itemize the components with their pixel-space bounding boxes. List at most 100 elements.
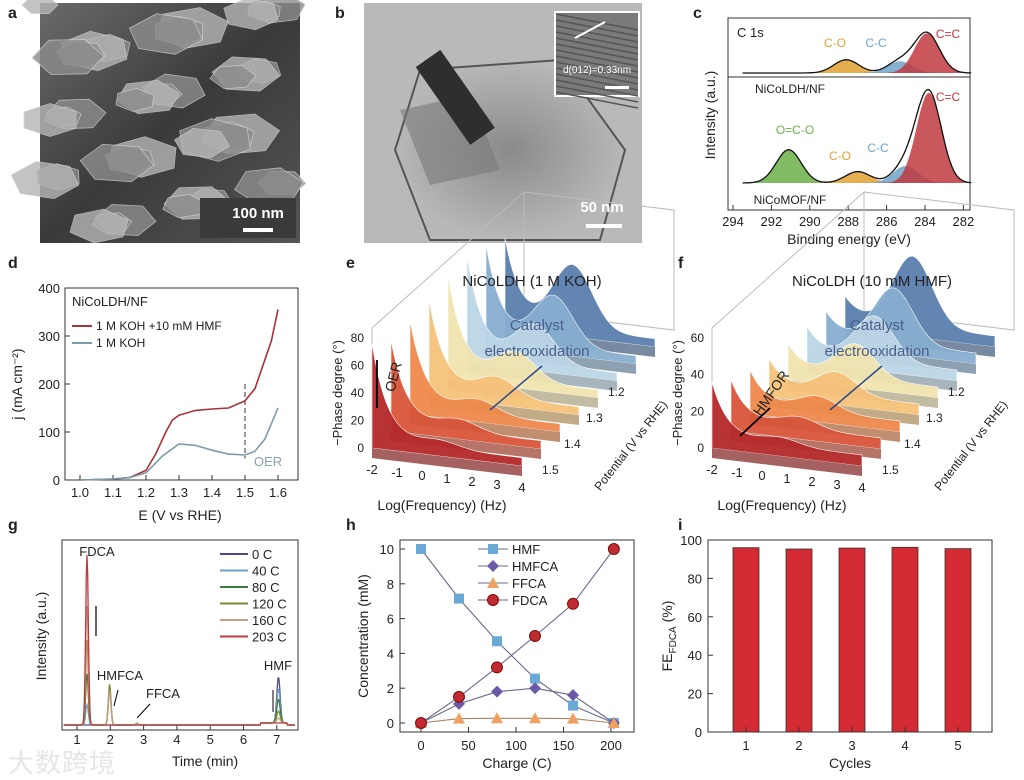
x-tick-label: 1.5 [236,485,254,500]
legend-label: 0 C [252,547,272,562]
x-tick-label: 6 [240,732,247,747]
y-tick-label: 60 [351,359,365,373]
legend-marker [487,594,499,606]
series-line-FDCA [420,548,615,724]
z-axis-label: Potential (V vs RHE) [591,398,670,493]
x-tick-label: 4 [518,480,525,495]
waterfall-plot-f: -2 -1 0 1 2 3 4 Log(Frequency) (Hz) 0 20 40 60 −Phas… [670,190,1015,513]
z-tick-label: 1.3 [926,411,943,425]
y-tick-label: 60 [691,331,705,345]
nanosheet [21,0,59,14]
y-tick-label: 4 [387,646,394,661]
y-tick-label: 40 [691,368,705,382]
panel-label-a: a [8,5,17,22]
chromatogram-5 [63,554,295,726]
legend-label: FFCA [512,576,546,591]
data-point-FFCA [529,712,541,724]
scale-bar-label: 50 nm [580,199,623,216]
scale-bar [243,228,273,232]
plot-frame [727,17,971,211]
legend-marker [487,560,499,572]
panel-label-d: d [8,255,18,272]
y-label-sub: FDCA [668,626,679,654]
sample-label: NiCoMOF/NF [754,193,827,207]
x-tick-label: 1 [742,738,749,753]
x-tick-label: 7 [273,732,280,747]
data-point-FDCA [607,543,620,555]
series-line-HMFCA [420,687,615,724]
x-tick-label: 4 [901,738,908,753]
y-tick-label: 40 [688,648,702,663]
x-tick-label: 200 [600,738,622,753]
component-peak-O=C-O [740,149,837,183]
y-tick-label: 20 [691,404,705,418]
oer-annotation: OER [254,454,282,469]
slice-base [712,448,862,476]
scale-bar [586,224,622,228]
x-tick-label: 2 [107,732,114,747]
hrtem-inset [554,11,640,97]
annotation-arrow [489,365,543,411]
y-axis-label: FEFDCA (%) [659,601,679,672]
x-axis-label: Cycles [829,755,871,771]
tem-image [364,3,642,243]
x-tick-label: 3 [140,732,147,747]
plot-frame [61,539,299,731]
lattice-fringe [555,19,639,37]
back-wall [523,191,675,331]
panel-label-b: b [335,5,345,22]
data-point-FDCA [529,630,541,642]
data-point-HMF [568,700,578,711]
component-peak-C=C [880,92,977,183]
z-tick-label: 1.4 [904,437,921,451]
x-tick-label: 0 [418,468,425,483]
component-label: C-O [829,149,851,163]
component-label: C-C [867,141,889,155]
potential-slice [730,379,882,450]
bar-cycle-3 [838,547,866,733]
legend-label: 160 C [252,613,287,628]
hmfor-arrow [739,407,771,437]
potential-slice [390,340,542,450]
nanosheet [209,64,257,90]
plot-frame [399,539,635,733]
y-tick-label: 80 [688,571,702,586]
component-peak-C=C [878,33,975,73]
x-tick-label: 2 [808,474,815,489]
y-tick-label: 6 [387,612,394,627]
x-tick-label: 4 [858,480,865,495]
legend-label: HMFCA [512,559,559,574]
data-point-FFCA [567,712,579,724]
x-axis-label: Log(Frequency) (Hz) [377,497,506,513]
fitted-envelope [742,88,972,184]
panel-label-g: g [8,517,18,534]
bar-cycle-2 [785,548,813,733]
series-line-0 [79,309,279,481]
y-axis-label: Concentration (mM) [355,574,371,698]
potential-slice [711,381,863,467]
panel-label-f: f [678,255,684,272]
component-peak-C-O [809,171,906,183]
data-point-FFCA [607,717,620,728]
y-tick-label: 0 [53,473,60,488]
x-tick-label: 2 [468,474,475,489]
data-point-HMFCA [567,689,579,702]
y-tick-label: 300 [38,329,60,344]
x-tick-label: 282 [953,214,975,229]
plot-title: NiCoLDH (1 M KOH) [462,273,601,290]
peak-label: HMFCA [97,668,144,683]
x-tick-label: 1.4 [203,485,221,500]
x-tick-label: 1.3 [170,485,188,500]
component-label: C=C [936,27,961,41]
data-point-HMFCA [491,685,503,698]
annotation-text: electrooxidation [824,343,929,360]
data-point-HMFCA [529,682,541,695]
lattice-fringe [555,61,639,79]
lattice-fringe [555,55,639,73]
lattice-fringe [555,91,639,109]
data-point-HMF [454,593,464,604]
data-point-HMF [492,636,502,647]
x-axis-label: Binding energy (eV) [787,231,911,247]
nanosheet [128,13,204,55]
